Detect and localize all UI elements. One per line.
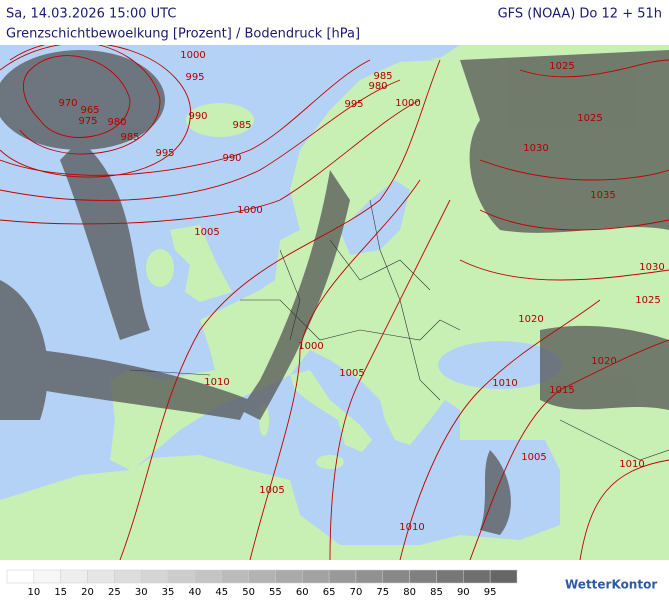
isobars bbox=[0, 45, 669, 560]
legend-swatch bbox=[87, 569, 115, 584]
datetime: Sa, 14.03.2026 15:00 UTC bbox=[6, 7, 176, 22]
legend-tick-label: 25 bbox=[108, 587, 121, 598]
legend-swatch bbox=[248, 569, 276, 584]
isobar-label: 1010 bbox=[619, 459, 644, 470]
legend-swatch bbox=[194, 569, 222, 584]
legend-tick-label: 80 bbox=[403, 587, 416, 598]
isobar-label: 975 bbox=[78, 116, 97, 127]
isobar-label: 965 bbox=[80, 105, 99, 116]
model-run: GFS (NOAA) Do 12 + 51h bbox=[498, 7, 662, 22]
isobar-label: 985 bbox=[373, 71, 392, 82]
isobar-label: 1010 bbox=[204, 377, 229, 388]
legend-tick-label: 60 bbox=[296, 587, 309, 598]
isobar-label: 1025 bbox=[549, 61, 574, 72]
map-title: Grenzschichtbewoelkung [Prozent] / Boden… bbox=[6, 27, 360, 42]
legend-tick-label: 95 bbox=[484, 587, 497, 598]
isobar-label: 1010 bbox=[492, 378, 517, 389]
legend-swatch bbox=[436, 569, 464, 584]
isobar-label: 980 bbox=[107, 117, 126, 128]
legend-swatch bbox=[489, 569, 518, 584]
legend-swatch bbox=[275, 569, 303, 584]
isobar-label: 1030 bbox=[523, 143, 548, 154]
isobar-label: 995 bbox=[155, 148, 174, 159]
legend: 10 15 20 25 30 35 40 45 50 55 60 65 70 75 80 85 90 95 bbox=[6, 569, 518, 598]
isobar-label: 970 bbox=[58, 98, 77, 109]
clouds bbox=[0, 50, 669, 535]
isobar-label: 1025 bbox=[577, 113, 602, 124]
baltic bbox=[340, 180, 410, 255]
isobar-label: 1000 bbox=[237, 205, 262, 216]
isobar-label: 1010 bbox=[399, 522, 424, 533]
isobar-label: 980 bbox=[368, 81, 387, 92]
iceland bbox=[186, 103, 254, 137]
isobar-label: 995 bbox=[185, 72, 204, 83]
legend-tick-label: 85 bbox=[430, 587, 443, 598]
legend-tick-label: 70 bbox=[350, 587, 363, 598]
legend-swatch bbox=[355, 569, 384, 584]
legend-tick-label: 75 bbox=[376, 587, 389, 598]
isobar-label: 990 bbox=[188, 111, 207, 122]
ireland bbox=[146, 249, 174, 287]
legend-tick-label: 55 bbox=[269, 587, 282, 598]
legend-tick-label: 15 bbox=[54, 587, 67, 598]
isobar-label: 1025 bbox=[635, 295, 660, 306]
legend-tick-label: 10 bbox=[27, 587, 40, 598]
legend-tick-label: 20 bbox=[81, 587, 94, 598]
sicily bbox=[316, 455, 344, 469]
logo: WetterKontor bbox=[565, 578, 657, 592]
italy bbox=[290, 370, 372, 452]
isobar-label: 1020 bbox=[591, 356, 616, 367]
isobar-label: 1030 bbox=[639, 262, 664, 273]
isobar-label: 995 bbox=[344, 99, 363, 110]
legend-swatch bbox=[302, 569, 330, 584]
legend-tick-label: 35 bbox=[162, 587, 175, 598]
isobar-label: 1020 bbox=[518, 314, 543, 325]
isobar-label: 985 bbox=[232, 120, 251, 131]
isobar-label: 990 bbox=[222, 153, 241, 164]
legend-tick-label: 30 bbox=[135, 587, 148, 598]
black-sea bbox=[438, 341, 562, 389]
isobar-label: 1005 bbox=[259, 485, 284, 496]
legend-swatch bbox=[60, 569, 88, 584]
legend-tick-label: 50 bbox=[242, 587, 255, 598]
legend-swatch bbox=[409, 569, 437, 584]
legend-tick-label: 45 bbox=[215, 587, 228, 598]
isobar-label: 985 bbox=[120, 132, 139, 143]
isobar-label: 1005 bbox=[194, 227, 219, 238]
isobar-label: 1000 bbox=[180, 50, 205, 61]
legend-swatch bbox=[114, 569, 142, 584]
map bbox=[0, 45, 669, 560]
legend-swatch bbox=[167, 569, 196, 584]
legend-tick-label: 40 bbox=[189, 587, 202, 598]
legend-swatch bbox=[382, 569, 410, 584]
isobar-label: 1000 bbox=[298, 341, 323, 352]
legend-tick-label: 65 bbox=[323, 587, 336, 598]
legend-swatch bbox=[33, 569, 61, 584]
legend-swatch bbox=[328, 569, 357, 584]
great-britain bbox=[170, 225, 232, 302]
isobar-label: 1005 bbox=[339, 368, 364, 379]
isobar-label: 1005 bbox=[521, 452, 546, 463]
legend-swatch bbox=[6, 569, 35, 584]
legend-swatch bbox=[463, 569, 491, 584]
isobar-label: 1035 bbox=[590, 190, 615, 201]
legend-swatch bbox=[221, 569, 249, 584]
isobar-label: 1000 bbox=[395, 98, 420, 109]
isobar-label: 1015 bbox=[549, 385, 574, 396]
legend-tick-label: 90 bbox=[457, 587, 470, 598]
borders bbox=[129, 199, 669, 461]
legend-swatch bbox=[140, 569, 169, 584]
